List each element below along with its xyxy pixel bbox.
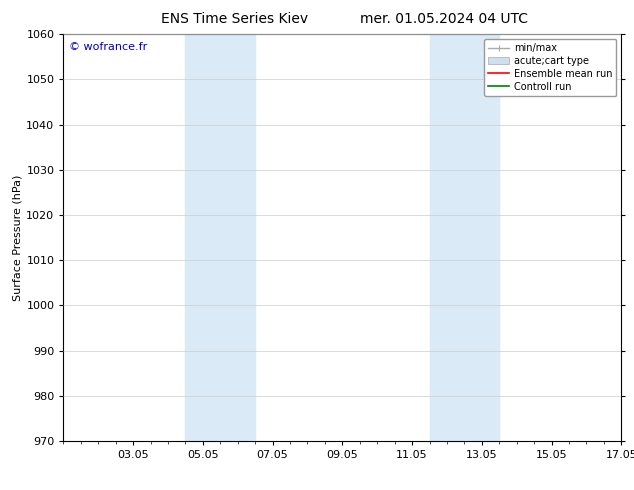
- Text: © wofrance.fr: © wofrance.fr: [69, 43, 147, 52]
- Bar: [185, 34, 255, 441]
- Text: ENS Time Series Kiev: ENS Time Series Kiev: [161, 12, 308, 26]
- Legend: min/max, acute;cart type, Ensemble mean run, Controll run: min/max, acute;cart type, Ensemble mean …: [484, 39, 616, 96]
- Y-axis label: Surface Pressure (hPa): Surface Pressure (hPa): [12, 174, 22, 301]
- Bar: [429, 34, 500, 441]
- Text: mer. 01.05.2024 04 UTC: mer. 01.05.2024 04 UTC: [360, 12, 527, 26]
